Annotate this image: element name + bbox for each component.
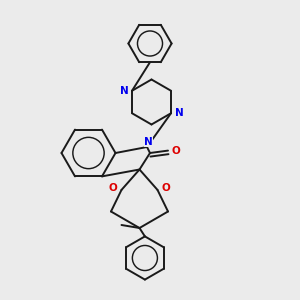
Text: N: N	[144, 136, 153, 147]
Text: O: O	[162, 183, 170, 194]
Text: N: N	[175, 108, 184, 118]
Text: O: O	[172, 146, 181, 156]
Text: O: O	[109, 183, 117, 194]
Text: N: N	[120, 86, 128, 96]
